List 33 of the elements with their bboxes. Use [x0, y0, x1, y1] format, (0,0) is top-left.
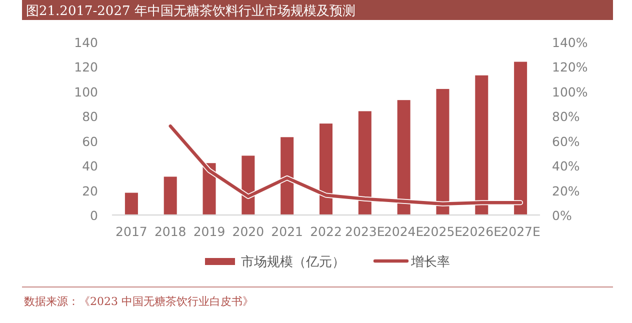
y-tick-label: 60	[82, 134, 98, 149]
y2-tick-label: 40%	[552, 158, 580, 174]
y2-tick-label: 20%	[552, 183, 580, 198]
y2-tick-label: 80%	[552, 109, 580, 124]
y2-tick-label: 120%	[552, 60, 588, 75]
x-tick-label: 2021	[271, 224, 303, 239]
x-tick-label: 2017	[116, 224, 148, 239]
y-tick-label: 80	[82, 109, 98, 124]
legend-label: 市场规模（亿元）	[241, 255, 345, 270]
y-tick-label: 0	[90, 208, 98, 223]
y2-tick-label: 140%	[552, 35, 588, 50]
x-tick-label: 2027E	[500, 224, 540, 239]
chart-title: 图21.2017-2027 年中国无糖茶饮料行业市场规模及预测	[26, 4, 356, 19]
source-note: 数据来源：《2023 中国无糖茶饮行业白皮书》	[24, 295, 254, 308]
x-tick-label: 2026E	[462, 224, 502, 239]
bar	[164, 176, 177, 215]
x-tick-label: 2025E	[422, 224, 463, 239]
legend-label: 增长率	[410, 254, 450, 270]
x-tick-label: 2024E	[384, 224, 424, 239]
x-tick-label: 2020	[232, 224, 264, 239]
y2-tick-label: 0%	[552, 208, 572, 223]
x-tick-label: 2023E	[345, 224, 385, 239]
x-tick-label: 2022	[310, 224, 342, 239]
y-tick-label: 120	[74, 60, 98, 75]
y2-tick-label: 100%	[552, 84, 588, 100]
y-tick-label: 40	[82, 158, 98, 174]
x-tick-label: 2018	[154, 224, 186, 239]
y2-tick-label: 60%	[552, 134, 580, 149]
bar	[124, 192, 138, 215]
y-tick-label: 20	[82, 183, 98, 198]
y-tick-label: 140	[74, 35, 98, 50]
y-tick-label: 100	[74, 84, 98, 100]
x-tick-label: 2019	[193, 224, 226, 239]
